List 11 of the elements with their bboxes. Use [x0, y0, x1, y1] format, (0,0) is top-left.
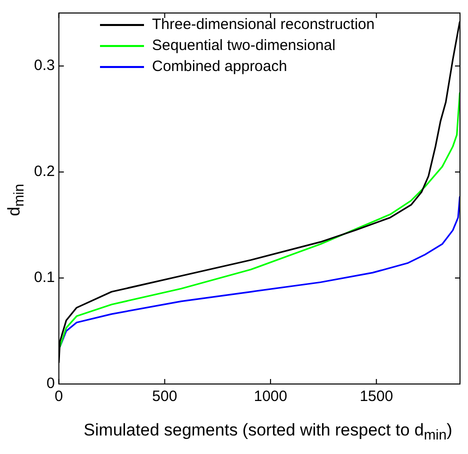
x-axis-title: Simulated segments (sorted with respect to d$_{min}$)	[84, 420, 452, 444]
x-tick-label: 1000	[254, 388, 288, 406]
y-tick-label: 0.3	[34, 57, 55, 74]
y-tick-label: 0.2	[34, 163, 55, 180]
legend-label: Three-dimensional reconstruction	[152, 15, 375, 35]
y-tick-label: 0	[46, 375, 55, 392]
x-tick-label: 500	[152, 388, 178, 406]
legend-label: Sequential two-dimensional	[152, 36, 336, 56]
legend-label: Combined approach	[152, 57, 288, 77]
x-tick-label: 1500	[360, 388, 394, 406]
y-tick-label: 0.1	[34, 269, 55, 286]
